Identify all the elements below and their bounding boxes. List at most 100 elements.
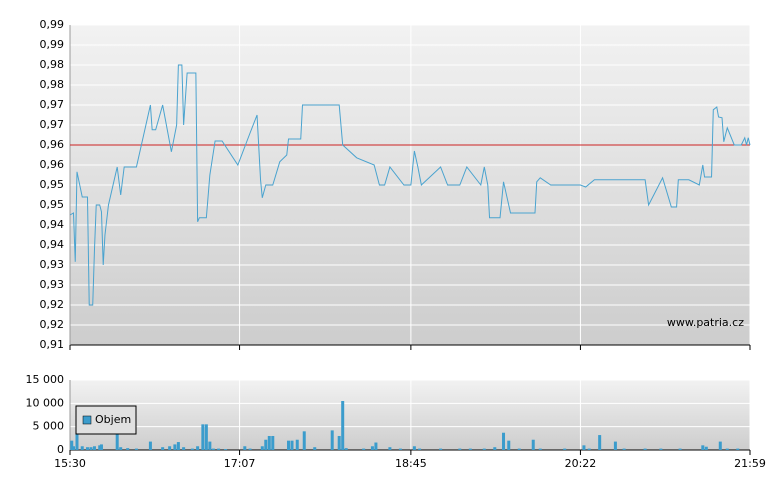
volume-bar <box>613 441 617 450</box>
y-tick-label: 0,97 <box>40 98 65 111</box>
y-tick-label: 0,91 <box>40 338 65 351</box>
volume-bar <box>98 445 102 450</box>
volume-bar <box>287 440 291 450</box>
y-tick-label: 0 <box>57 443 64 456</box>
volume-bar <box>344 448 348 450</box>
y-tick-label: 0,93 <box>40 278 65 291</box>
volume-bar <box>313 447 317 450</box>
legend-label: Objem <box>95 413 131 426</box>
volume-bar <box>168 446 172 450</box>
volume-bar <box>248 448 252 450</box>
volume-bar <box>99 444 103 450</box>
volume-bar <box>643 448 647 450</box>
y-tick-label: 10 000 <box>26 396 65 409</box>
y-tick-label: 0,95 <box>40 198 65 211</box>
volume-bar <box>418 448 422 450</box>
volume-bar <box>531 439 535 450</box>
volume-bar <box>493 447 497 450</box>
volume-bar <box>89 447 93 450</box>
y-tick-label: 0,98 <box>40 78 65 91</box>
volume-bar <box>176 442 180 450</box>
volume-bar <box>92 446 96 450</box>
volume-bar <box>295 439 299 450</box>
volume-bar <box>398 448 402 450</box>
plot-area <box>70 380 750 450</box>
y-tick-label: 0,98 <box>40 58 65 71</box>
watermark: www.patria.cz <box>667 316 744 329</box>
volume-bar <box>201 424 205 450</box>
volume-bar <box>704 446 708 450</box>
volume-bar <box>370 446 374 450</box>
volume-bar <box>75 433 79 450</box>
volume-bar <box>211 448 215 450</box>
volume-bar <box>659 448 663 450</box>
x-tick-label: 18:45 <box>395 457 427 470</box>
volume-bar <box>204 424 208 450</box>
volume-bar <box>538 448 542 450</box>
volume-bar <box>217 448 221 450</box>
y-tick-label: 0,99 <box>40 18 65 31</box>
volume-bar <box>507 440 511 450</box>
volume-bar <box>736 448 740 450</box>
volume-bar <box>161 447 165 450</box>
volume-bar <box>243 446 247 450</box>
volume-bar <box>126 448 130 450</box>
volume-bar <box>701 445 705 450</box>
volume-bar <box>468 448 472 450</box>
volume-bar <box>458 448 462 450</box>
y-tick-label: 0,96 <box>40 138 65 151</box>
x-tick-label: 17:07 <box>224 457 256 470</box>
volume-bar <box>412 446 416 450</box>
volume-bar <box>70 440 74 450</box>
y-tick-label: 0,95 <box>40 178 65 191</box>
volume-bar <box>190 448 194 450</box>
volume-bar <box>563 448 567 450</box>
volume-bar <box>718 441 722 450</box>
volume-bar <box>115 433 119 450</box>
volume-bar <box>678 448 682 450</box>
legend-swatch <box>82 415 92 425</box>
volume-bar <box>337 436 341 450</box>
y-tick-label: 0,96 <box>40 158 65 171</box>
y-tick-label: 0,94 <box>40 238 65 251</box>
volume-bar <box>80 446 84 450</box>
y-tick-label: 5 000 <box>33 420 65 433</box>
volume-bar <box>587 448 591 450</box>
volume-bar <box>182 447 186 450</box>
volume-bar <box>271 436 275 450</box>
volume-bar <box>196 446 200 450</box>
volume-bar <box>330 430 334 450</box>
y-tick-label: 0,93 <box>40 258 65 271</box>
volume-bar <box>439 448 443 450</box>
volume-bar <box>290 440 294 450</box>
y-tick-label: 0,92 <box>40 318 65 331</box>
volume-bar <box>622 448 626 450</box>
volume-bar <box>374 442 378 450</box>
y-tick-label: 0,94 <box>40 218 65 231</box>
volume-bar <box>582 445 586 450</box>
price-line <box>69 64 751 306</box>
volume-bar <box>362 448 366 450</box>
y-tick-label: 15 000 <box>26 373 65 386</box>
y-tick-label: 0,97 <box>40 118 65 131</box>
volume-bar <box>502 432 506 450</box>
volume-bar <box>134 448 138 450</box>
volume-bar <box>482 448 486 450</box>
volume-bar <box>598 435 602 450</box>
volume-bar <box>388 447 392 450</box>
volume-bar <box>173 444 177 450</box>
volume-bar <box>148 441 152 450</box>
volume-bar <box>224 449 228 450</box>
volume-bar <box>302 431 306 450</box>
y-tick-label: 0,92 <box>40 298 65 311</box>
volume-bar <box>85 447 89 450</box>
volume-bar <box>267 436 271 450</box>
x-tick-label: 20:22 <box>565 457 597 470</box>
volume-bar <box>517 448 521 450</box>
volume-bar <box>208 441 212 450</box>
volume-bar <box>71 446 75 450</box>
volume-bar <box>260 446 264 450</box>
y-tick-label: 0,99 <box>40 38 65 51</box>
volume-bar <box>119 447 123 450</box>
